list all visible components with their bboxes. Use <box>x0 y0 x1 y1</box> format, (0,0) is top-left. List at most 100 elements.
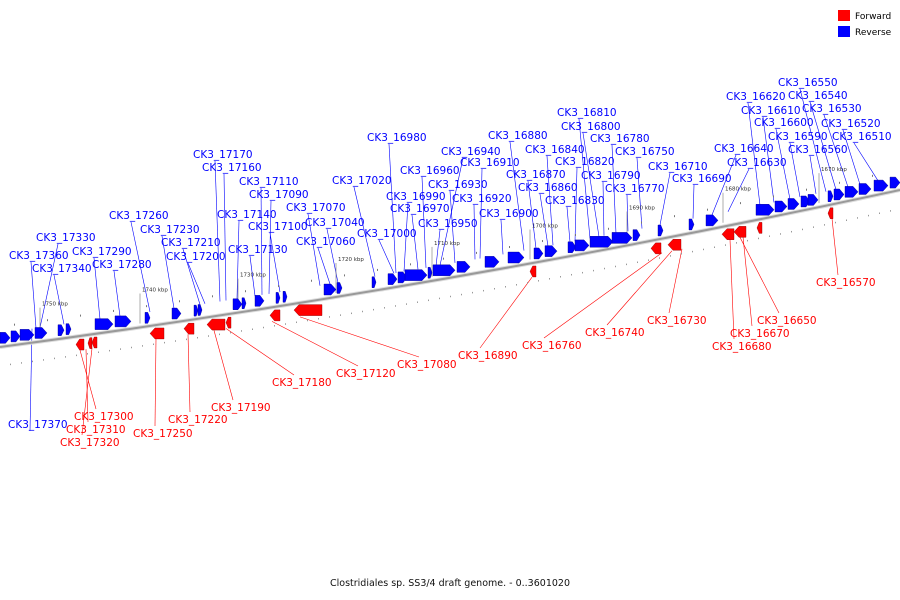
reverse-gene-arrow <box>574 239 590 252</box>
label-connector <box>578 118 591 239</box>
reverse-gene-arrow <box>275 292 281 304</box>
reverse-gene-arrow <box>567 241 577 253</box>
minor-mark <box>575 233 576 236</box>
legend: Forward Reverse <box>838 10 892 38</box>
label-connector <box>113 270 121 317</box>
minor-mark <box>439 297 440 300</box>
reverse-gene-label: CK3_16810 <box>557 107 617 119</box>
reverse-gene-label: CK3_16630 <box>727 157 787 169</box>
reverse-gene-label: CK3_17100 <box>248 221 308 233</box>
minor-mark <box>560 276 561 278</box>
reverse-gene-arrow <box>827 190 834 202</box>
minor-mark <box>450 295 451 298</box>
minor-mark <box>296 321 297 324</box>
forward-gene-label: CK3_17250 <box>133 428 193 440</box>
minor-mark <box>773 195 774 198</box>
label-connector <box>269 232 281 293</box>
label-connector <box>626 194 629 232</box>
label-connector <box>582 132 600 237</box>
reverse-gene-arrow <box>787 198 800 210</box>
forward-gene-arrow <box>733 226 747 238</box>
minor-mark <box>538 280 539 282</box>
label-connector <box>711 154 737 216</box>
reverse-gene-label: CK3_16950 <box>418 218 478 230</box>
minor-mark <box>274 325 275 327</box>
reverse-gene-label: CK3_16900 <box>479 208 539 220</box>
reverse-gene-arrow <box>254 295 265 307</box>
reverse-gene-arrow <box>889 176 900 189</box>
label-connector <box>93 257 101 320</box>
minor-mark <box>483 289 484 292</box>
genome-caption: Clostridiales sp. SS3/4 draft genome. - … <box>329 578 570 589</box>
minor-mark <box>65 356 66 358</box>
backbone-line <box>0 189 900 348</box>
reverse-gene-label: CK3_16530 <box>802 103 862 115</box>
reverse-gene-arrow <box>688 218 695 231</box>
reverse-gene-arrow <box>404 269 428 281</box>
minor-mark <box>164 341 165 344</box>
reverse-gene-arrow <box>282 291 288 303</box>
label-connector <box>574 167 578 242</box>
label-connector <box>29 328 33 432</box>
minor-mark <box>780 233 781 235</box>
minor-mark <box>846 219 847 222</box>
reverse-gene-label: CK3_16840 <box>525 144 585 156</box>
reverse-gene-arrow <box>241 297 247 309</box>
legend-label: Forward <box>855 12 891 22</box>
forward-gene-arrow <box>149 327 165 340</box>
reverse-gene-arrow <box>232 298 243 310</box>
reverse-gene-label: CK3_17230 <box>140 224 200 236</box>
label-connector <box>636 157 643 229</box>
minor-mark <box>740 202 741 205</box>
label-connector <box>842 129 861 185</box>
reverse-gene-label: CK3_17330 <box>36 232 96 244</box>
minor-mark <box>146 305 147 308</box>
label-connector <box>831 218 839 276</box>
forward-gene-arrow <box>225 316 232 329</box>
minor-mark <box>278 285 279 288</box>
forward-gene-label: CK3_16730 <box>647 315 707 327</box>
minor-mark <box>245 290 246 293</box>
minor-mark <box>494 287 495 290</box>
reverse-gene-arrow <box>197 304 203 316</box>
reverse-gene-arrow <box>807 194 819 206</box>
label-connector <box>307 213 321 286</box>
reverse-gene-arrow <box>873 179 889 192</box>
label-connector <box>479 276 533 349</box>
label-connector <box>747 102 761 206</box>
reverse-gene-label: CK3_17160 <box>202 162 262 174</box>
gene-features <box>0 174 900 366</box>
forward-gene-arrow <box>721 228 735 240</box>
reverse-gene-label: CK3_16990 <box>386 191 446 203</box>
label-connector <box>353 186 376 277</box>
minor-mark <box>406 303 407 305</box>
reverse-gene-label: CK3_16750 <box>615 146 675 158</box>
reverse-gene-label: CK3_17060 <box>296 236 356 248</box>
tick-label: 1700 kbp <box>532 224 558 230</box>
minor-mark <box>131 346 132 349</box>
forward-gene-arrow <box>667 239 682 251</box>
label-connector <box>130 221 151 313</box>
minor-mark <box>725 244 726 246</box>
reverse-gene-arrow <box>57 324 65 336</box>
reverse-gene-arrow <box>34 327 48 339</box>
minor-mark <box>285 323 286 325</box>
forward-gene-arrow <box>269 309 281 322</box>
reverse-gene-arrow <box>336 282 343 294</box>
minor-mark <box>230 331 231 334</box>
reverse-gene-arrow <box>19 329 35 341</box>
minor-mark <box>707 208 708 211</box>
forward-gene-arrow <box>529 265 537 278</box>
minor-mark <box>377 268 378 271</box>
label-connector <box>271 321 359 367</box>
reverse-gene-label: CK3_16590 <box>768 131 828 143</box>
minor-mark <box>179 300 180 303</box>
reverse-gene-label: CK3_16880 <box>488 130 548 142</box>
label-connector <box>789 142 801 198</box>
reverse-gene-label: CK3_17000 <box>357 228 417 240</box>
minor-mark <box>32 360 33 363</box>
label-connector <box>500 219 504 255</box>
forward-gene-label: CK3_17320 <box>60 437 120 449</box>
minor-mark <box>703 248 704 251</box>
